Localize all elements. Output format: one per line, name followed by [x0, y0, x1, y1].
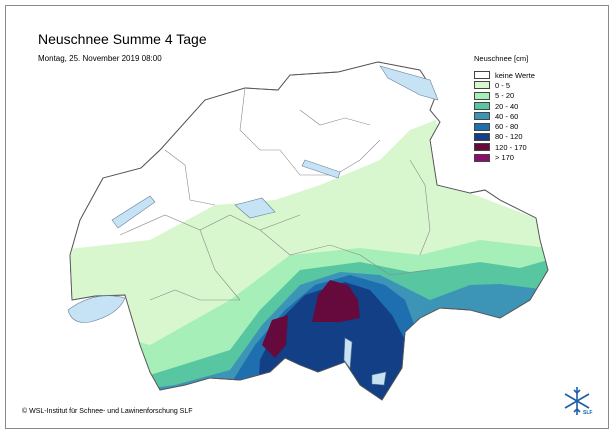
- legend-swatch: [474, 71, 490, 80]
- lake-neuchatel: [111, 195, 156, 229]
- legend-item: 0 - 5: [474, 80, 584, 90]
- lake-lugano: [371, 371, 387, 386]
- legend-swatch: [474, 132, 490, 141]
- zone-120-170-west: [262, 315, 288, 358]
- lake-zurich: [301, 159, 341, 179]
- lake-geneva: [67, 295, 126, 323]
- copyright-credit: © WSL-Institut für Schnee- und Lawinenfo…: [22, 408, 193, 415]
- legend-swatch: [474, 143, 490, 152]
- legend-label: 20 - 40: [495, 101, 519, 111]
- legend-swatch: [474, 102, 490, 111]
- legend-swatch: [474, 153, 490, 162]
- legend-label: > 170: [495, 153, 514, 163]
- lake-maggiore: [343, 337, 353, 369]
- lakes: [67, 65, 439, 386]
- lake-lucerne: [234, 197, 276, 219]
- legend-swatch: [474, 81, 490, 90]
- legend-label: 40 - 60: [495, 111, 519, 121]
- map-date: Montag, 25. November 2019 08:00: [38, 54, 162, 63]
- logo-text: SLF: [583, 410, 593, 416]
- legend-label: 5 - 20: [495, 91, 515, 101]
- legend-label: 0 - 5: [495, 80, 511, 90]
- legend-label: keine Werte: [495, 70, 535, 80]
- legend-label: 120 - 170: [495, 142, 527, 152]
- legend-label: 60 - 80: [495, 122, 519, 132]
- legend-item: keine Werte: [474, 70, 584, 80]
- lake-constance: [379, 65, 439, 101]
- legend-item: 120 - 170: [474, 142, 584, 152]
- legend-item: 60 - 80: [474, 121, 584, 131]
- map-title: Neuschnee Summe 4 Tage: [38, 31, 207, 47]
- zone-80-120: [255, 282, 410, 400]
- legend-swatch: [474, 91, 490, 100]
- zone-120-170: [312, 280, 360, 322]
- legend-label: 80 - 120: [495, 132, 523, 142]
- legend-item: 20 - 40: [474, 101, 584, 111]
- legend-item: 40 - 60: [474, 111, 584, 121]
- legend-item: 5 - 20: [474, 91, 584, 101]
- legend-swatch: [474, 112, 490, 121]
- legend-title: Neuschnee [cm]: [474, 54, 529, 63]
- country-border: [69, 61, 549, 401]
- legend-item: > 170: [474, 152, 584, 162]
- snowflake-logo-icon: [564, 387, 590, 415]
- legend-swatch: [474, 122, 490, 131]
- legend-item: 80 - 120: [474, 132, 584, 142]
